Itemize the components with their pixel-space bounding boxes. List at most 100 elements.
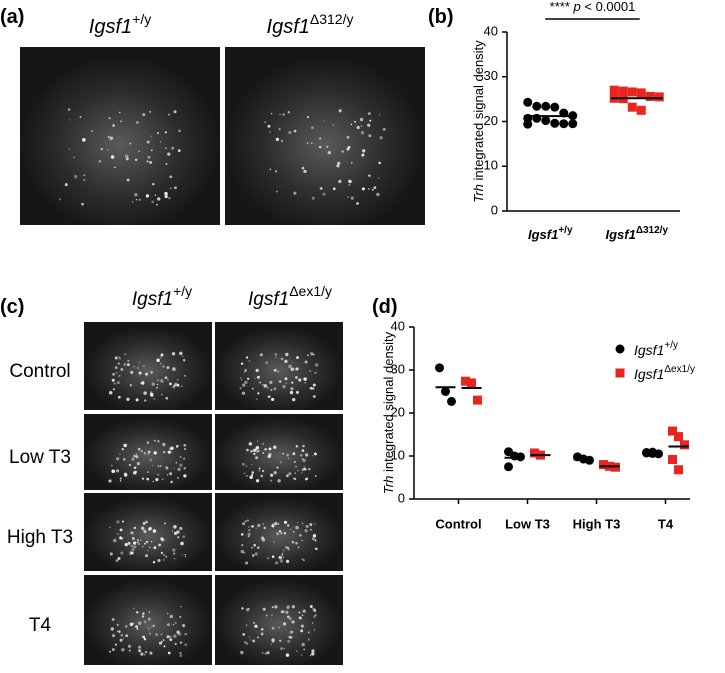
speck (157, 197, 161, 201)
speck (246, 519, 249, 522)
speck (173, 634, 177, 639)
speck (163, 554, 166, 557)
speck (121, 448, 124, 450)
speck (258, 467, 261, 470)
text-part: < 0.0001 (581, 0, 636, 14)
speck (153, 439, 156, 442)
speck (309, 386, 313, 390)
speck (348, 179, 352, 184)
speck (118, 356, 120, 358)
speck (159, 465, 162, 468)
speck (164, 194, 168, 199)
speck (163, 451, 166, 454)
speck (247, 535, 250, 538)
speck (301, 449, 305, 452)
speck (138, 198, 141, 202)
speck (114, 643, 117, 646)
micrograph (225, 47, 425, 225)
speck (151, 464, 154, 467)
speck (119, 477, 122, 480)
speck (255, 527, 257, 529)
speck (73, 156, 75, 158)
data-point (530, 448, 539, 458)
speck (173, 552, 176, 555)
speck (169, 638, 173, 642)
speck (378, 114, 381, 116)
speck (249, 475, 253, 480)
speck (311, 387, 315, 390)
speck (251, 525, 254, 528)
data-point (627, 87, 637, 97)
speck (294, 472, 296, 474)
speck (350, 161, 353, 164)
speck (133, 366, 135, 368)
speck (258, 469, 261, 472)
speck (253, 452, 256, 456)
text-part: (b) (428, 6, 454, 28)
speck (256, 546, 260, 549)
speck (117, 362, 120, 365)
speck (143, 391, 147, 395)
speck (294, 460, 296, 463)
speck (160, 537, 164, 541)
speck (173, 531, 178, 535)
speck (287, 546, 290, 549)
column-title: Igsf1+/y (132, 283, 192, 310)
speck (315, 363, 319, 367)
data-point (668, 426, 677, 436)
speck (120, 537, 123, 540)
speck (164, 376, 168, 380)
speck (119, 638, 123, 642)
speck (143, 452, 147, 455)
speck (148, 527, 152, 531)
speck (285, 546, 288, 549)
data-point (654, 92, 664, 102)
speck (257, 523, 261, 528)
speck (280, 532, 283, 535)
speck (245, 474, 248, 477)
speck (291, 361, 294, 364)
speck (131, 548, 135, 552)
text-part: Control (9, 361, 70, 382)
speck (279, 559, 284, 563)
speck (143, 365, 145, 367)
speck (298, 378, 302, 382)
text-part: Δ312/y (310, 11, 354, 27)
speck (274, 353, 278, 356)
text-part: Igsf1 (132, 289, 173, 310)
speck (252, 621, 256, 624)
speck (245, 642, 249, 645)
speck (309, 369, 312, 372)
speck (173, 557, 176, 560)
speck (129, 622, 134, 627)
speck (275, 356, 277, 359)
speck (242, 522, 246, 526)
speck (140, 526, 145, 530)
speck (286, 453, 290, 457)
speck (107, 136, 110, 139)
text-part: Δex1/y (289, 283, 332, 299)
speck (341, 150, 344, 153)
speck (336, 164, 340, 168)
speck (301, 166, 305, 170)
speck (123, 458, 126, 461)
speck (133, 545, 137, 549)
speck (251, 471, 254, 474)
speck (166, 635, 170, 639)
speck (292, 397, 296, 402)
speck (265, 361, 269, 365)
speck (310, 142, 313, 145)
speck (249, 449, 253, 453)
text-part: Igsf1 (248, 289, 289, 310)
y-axis-label: Trh integrated signal density (471, 40, 486, 203)
speck (117, 556, 121, 560)
text-part: Trh (381, 476, 396, 495)
speck (314, 547, 318, 551)
speck (271, 614, 273, 616)
speck (261, 469, 265, 473)
speck (256, 440, 259, 442)
text-part: (a) (0, 6, 24, 28)
speck (307, 354, 309, 357)
speck (174, 642, 177, 645)
speck (248, 529, 251, 532)
